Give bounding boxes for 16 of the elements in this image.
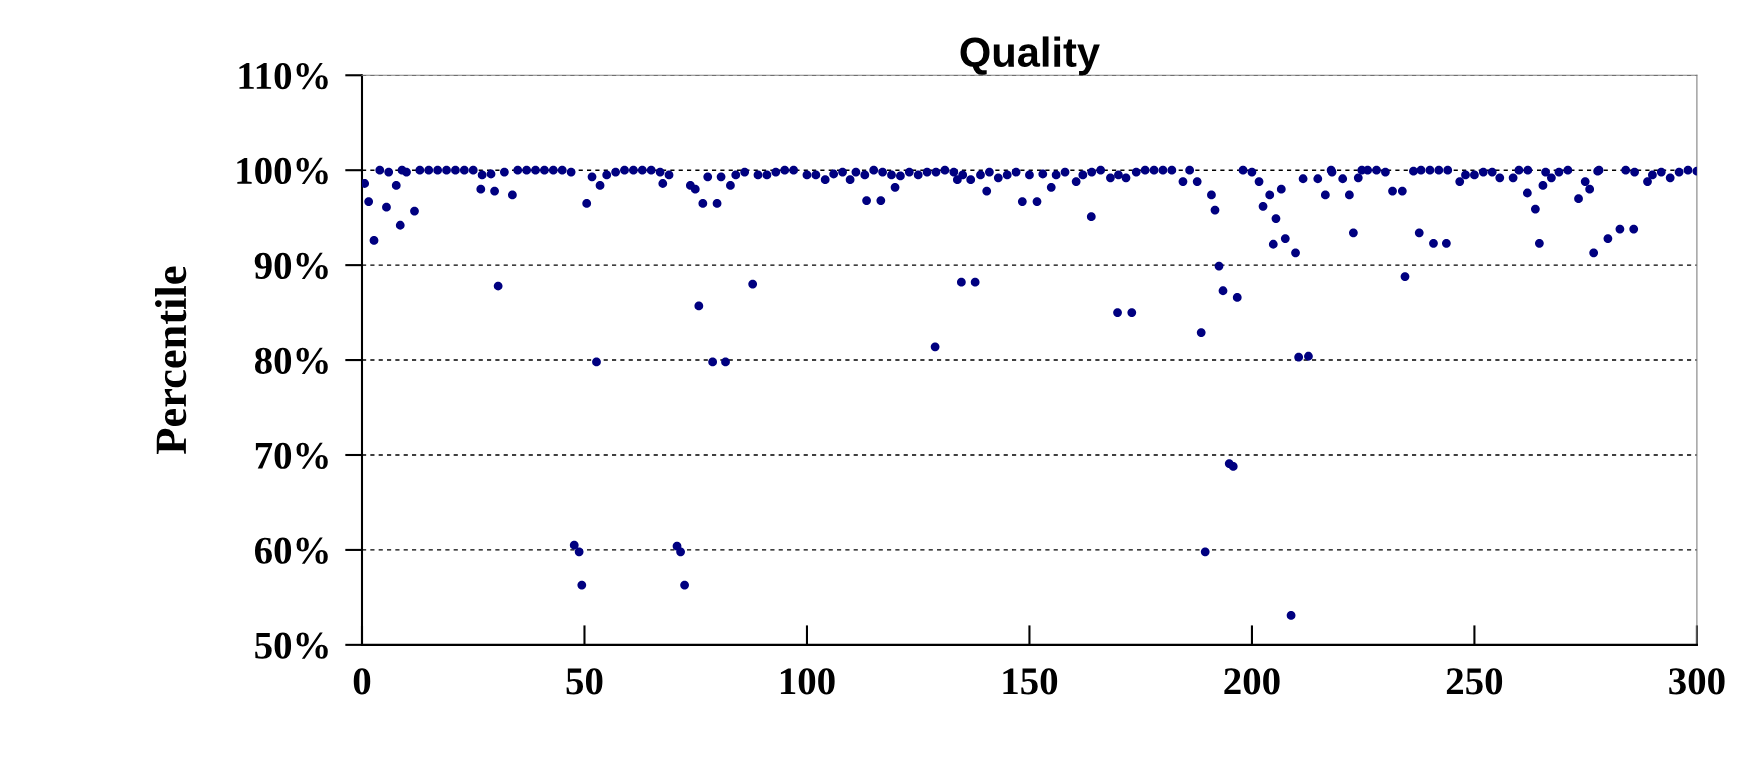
y-tick-label: 90% bbox=[254, 252, 328, 280]
y-tick-label: 70% bbox=[255, 442, 328, 469]
y-tick-label: 80% bbox=[254, 347, 328, 375]
y-tick-label: 50% bbox=[255, 632, 328, 659]
x-tick-label: 250 bbox=[1446, 668, 1503, 695]
x-tick-label: 50 bbox=[566, 668, 603, 695]
y-tick-label: 60% bbox=[254, 537, 328, 564]
x-tick-label: 0 bbox=[353, 668, 371, 695]
y-tick-label: 110% bbox=[239, 62, 328, 90]
x-tick-label: 200 bbox=[1224, 668, 1280, 695]
x-tick-label: 100 bbox=[780, 668, 835, 695]
chart-title: Quality bbox=[960, 36, 1100, 76]
y-tick-label: 100% bbox=[237, 157, 328, 185]
x-tick-label: 300 bbox=[1669, 668, 1725, 695]
x-tick-label: 150 bbox=[1003, 668, 1058, 695]
y-axis-title: Percentile bbox=[155, 266, 187, 454]
